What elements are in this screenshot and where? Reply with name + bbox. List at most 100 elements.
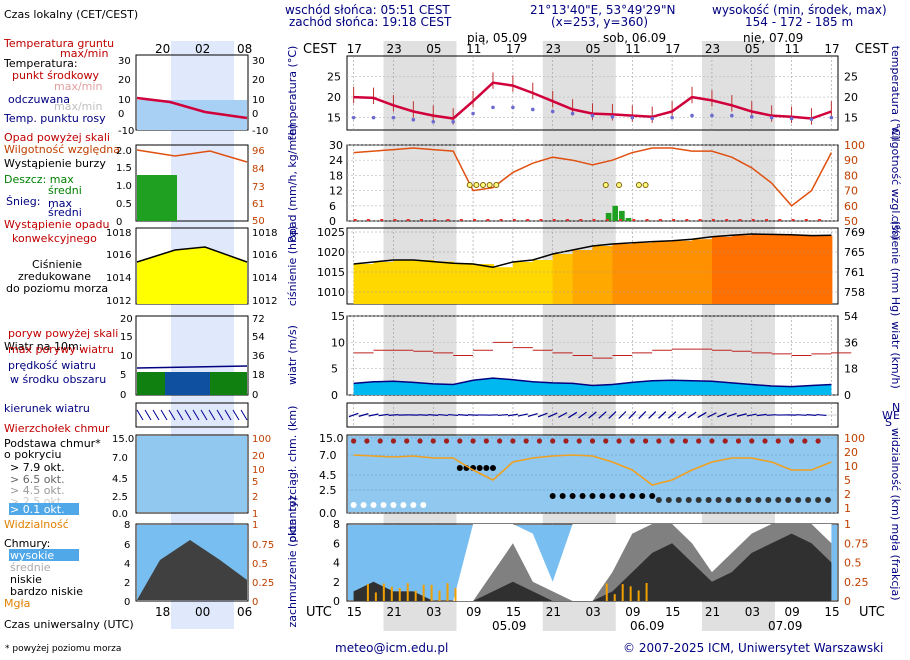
- pressure-tick-left: 1025: [317, 226, 345, 239]
- pressure-area-slice: [473, 264, 494, 304]
- cloud-base-point: [456, 465, 463, 471]
- pressure-area-slice: [632, 242, 654, 304]
- storm-marker: [616, 182, 623, 188]
- dewpoint-point: [530, 107, 535, 112]
- cloud-base-point: [380, 502, 387, 508]
- legend-label: Wiatr na 10m:: [4, 340, 82, 353]
- legend-utc-hour-label: 00: [195, 605, 210, 619]
- cloud-base-point: [569, 493, 576, 499]
- precip-baseline-mark: [380, 219, 384, 221]
- legend-cloud-sample: [137, 436, 247, 512]
- pressure-area-slice: [751, 234, 773, 304]
- dewpoint-point: [351, 115, 356, 120]
- wind-direction-arrow: [687, 411, 697, 419]
- pressure-area-slice: [393, 260, 415, 304]
- precip-baseline-mark: [565, 219, 569, 221]
- cloud-tick-left: 2.5: [319, 484, 337, 497]
- cloud-base-point: [559, 493, 566, 499]
- dewpoint-point: [491, 105, 495, 110]
- precip-baseline-mark: [433, 219, 437, 221]
- legend-tick-left: 15: [120, 332, 133, 343]
- fog-bar: [406, 583, 409, 601]
- fog-bar: [645, 583, 648, 601]
- legend-humidity-line: [136, 149, 248, 163]
- wind-tick-right: 18: [844, 363, 858, 376]
- legend-tick-left: 1018: [106, 228, 131, 239]
- cloud-base-point: [579, 493, 586, 499]
- compass-e: E: [893, 409, 900, 422]
- legend-tick-right: 36: [252, 351, 265, 362]
- legend-dir-arrow: [208, 409, 216, 421]
- dewpoint-point: [769, 115, 774, 120]
- legend-tick-left: 10: [120, 351, 133, 362]
- footnote-text: * powyżej poziomu morza: [5, 644, 121, 654]
- cloud-base-point: [805, 497, 812, 503]
- legend-pressure-sample: [137, 247, 247, 304]
- legend-panel-frame: [135, 144, 249, 222]
- dewpoint-point: [391, 115, 396, 120]
- utc-hour-label: 15: [347, 605, 362, 619]
- precip-baseline-mark: [804, 219, 808, 221]
- legend-tick-right: 1016: [252, 250, 277, 261]
- dewpoint-point: [411, 117, 416, 122]
- pressure-area-slice: [791, 234, 813, 304]
- wind-direction-arrow: [756, 413, 767, 417]
- fog-bar: [374, 592, 377, 601]
- pressure-tick-right: 769: [844, 226, 865, 239]
- legend-dir-arrow: [216, 409, 224, 421]
- cloud-base-point: [420, 502, 427, 508]
- cloud-top-point: [735, 438, 742, 444]
- rain-bar: [605, 212, 612, 221]
- fog-bar: [422, 584, 425, 601]
- dewpoint-point: [749, 115, 754, 119]
- wind-direction-arrow: [667, 411, 677, 419]
- axis-title-left: wiatr (m/s): [286, 325, 299, 385]
- wind-tick-left: 5: [331, 363, 338, 376]
- pressure-area-slice: [512, 262, 534, 304]
- legend-tick-right: 30: [252, 56, 265, 67]
- precip-baseline-mark: [552, 219, 556, 221]
- legend-tick-left: 2: [124, 578, 130, 589]
- legend-tick-left: 0.5: [116, 199, 132, 210]
- legend-tick-left: 0: [118, 109, 124, 120]
- cloud-top-point: [563, 438, 569, 444]
- legend-tick-left: 1014: [106, 273, 131, 284]
- cloud-top-point: [775, 438, 781, 444]
- pressure-area-slice: [492, 267, 514, 304]
- night-stripes: [383, 41, 775, 631]
- precip-baseline-mark: [778, 219, 782, 221]
- cloud-top-point: [762, 438, 768, 444]
- wind-direction-arrow: [388, 414, 399, 416]
- bottom-day-label: 07.09: [768, 619, 802, 633]
- cloud-base-point: [400, 502, 407, 508]
- cest-hour-label: 11: [625, 42, 640, 56]
- precip-baseline-mark: [486, 219, 490, 221]
- day-label: sob, 06.09: [603, 31, 666, 45]
- contact-email-link[interactable]: meteo@icm.edu.pl: [335, 641, 448, 655]
- cover-tick-left: 6: [333, 537, 340, 550]
- cloud-tick-left: 4.5: [319, 469, 337, 482]
- legend-tick-left: 1016: [106, 250, 131, 261]
- precip-tick-left: 24: [329, 154, 343, 167]
- legend-tick-right: 73: [252, 182, 265, 193]
- cloud-base-point: [715, 497, 722, 503]
- legend-tick-right: 0.25: [252, 578, 274, 589]
- utc-hour-label: 21: [705, 605, 720, 619]
- fog-bar: [430, 584, 433, 601]
- legend-tick-right: 1012: [252, 296, 277, 307]
- legend-utc-hour-label: 06: [237, 605, 252, 619]
- legend-tick-right: 5: [252, 477, 258, 488]
- precip-baseline-mark: [818, 219, 822, 221]
- legend-tick-left: 20: [118, 75, 131, 86]
- legend-label: zredukowane: [18, 270, 91, 283]
- cloud-base-point: [785, 497, 792, 503]
- humidity-tick-right: 50: [844, 215, 858, 228]
- fog-bar: [605, 583, 608, 601]
- cloud-top-point: [576, 438, 582, 444]
- cest-hour-label: 23: [705, 42, 720, 56]
- legend-label: do poziomu morza: [6, 282, 108, 295]
- bottom-day-label: 06.09: [630, 619, 664, 633]
- cloud-base-point: [705, 497, 712, 503]
- pressure-area-slice: [353, 264, 375, 304]
- precip-tick-left: 6: [329, 200, 336, 213]
